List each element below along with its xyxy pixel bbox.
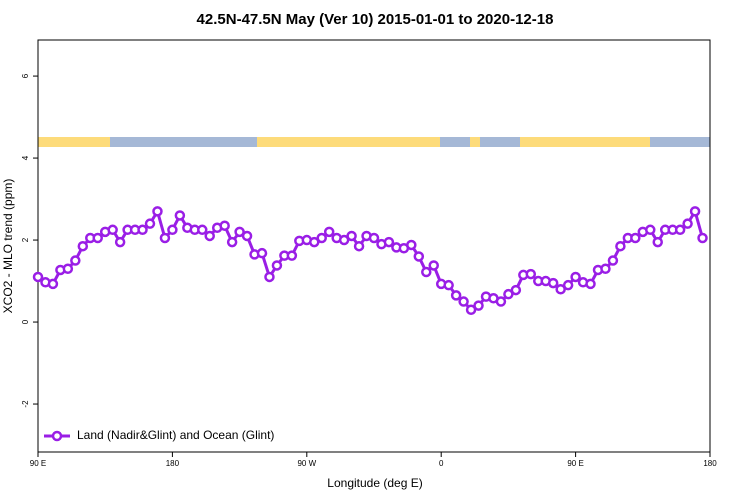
data-point [309,236,320,248]
data-point [674,224,686,236]
data-point [607,255,619,266]
data-point [495,296,507,307]
data-point [62,263,74,275]
data-point [226,236,238,248]
data-point [152,206,163,217]
data-point [525,268,537,280]
data-point [547,277,559,289]
y-axis-label: XCO2 - MLO trend (ppm) [1,179,15,314]
data-point [465,304,477,315]
data-point [473,300,484,311]
data-point [630,232,641,244]
data-point [256,247,268,259]
data-point [241,230,253,242]
data-point [428,260,439,271]
legend-marker [51,430,63,442]
data-point [585,278,596,290]
data-point [219,220,230,231]
x-axis-label: Longitude (deg E) [327,476,422,490]
x-tick-label: 0 [439,459,444,468]
data-point [652,236,663,248]
data-point [443,279,454,291]
data-point [197,224,208,236]
data-point [167,224,178,236]
data-point [144,218,156,229]
data-point [510,284,522,296]
data-point [645,224,656,236]
y-tick-label: 6 [21,73,30,78]
y-tick-label: -2 [21,400,30,408]
data-point [615,240,626,252]
data-point [503,288,514,300]
data-point [107,224,118,236]
plot-frame [37,39,711,453]
data-point [92,232,103,244]
data-point [77,240,89,252]
data-point [570,271,581,283]
data-point [353,240,365,252]
data-point [264,271,275,283]
data-point [271,260,283,271]
data-point [114,236,126,248]
data-point [286,250,298,261]
data-point [323,226,335,238]
data-point [689,206,701,217]
x-tick-label: 90 E [30,459,46,468]
data-point [234,226,245,238]
x-tick-label: 90 E [567,459,583,468]
x-tick-label: 180 [166,459,180,468]
data-point [338,234,350,246]
data-point [682,218,693,229]
x-tick-label: 180 [703,459,717,468]
data-point [383,236,395,248]
data-point [697,232,708,244]
data-point [406,239,417,251]
chart-title: 42.5N-47.5N May (Ver 10) 2015-01-01 to 2… [197,11,554,28]
data-point [421,266,432,278]
data-point [346,230,357,242]
y-tick-label: 4 [21,155,30,160]
data-point [600,263,611,275]
data-point [450,290,462,301]
y-tick-label: 2 [21,237,30,242]
data-point [159,232,171,244]
data-point [204,230,215,242]
data-point [47,278,59,290]
legend-label: Land (Nadir&Glint) and Ocean (Glint) [77,428,274,442]
data-point [368,232,380,244]
data-point [70,255,81,266]
data-point [32,271,44,283]
land-ocean-strip [38,137,710,147]
y-tick-label: 0 [21,319,30,324]
data-point [458,296,469,307]
data-point [316,232,327,244]
data-point [413,251,425,262]
data-point [137,224,148,236]
data-point [555,283,566,295]
x-tick-label: 90 W [297,459,316,468]
data-point [562,279,574,291]
data-point [174,210,186,221]
